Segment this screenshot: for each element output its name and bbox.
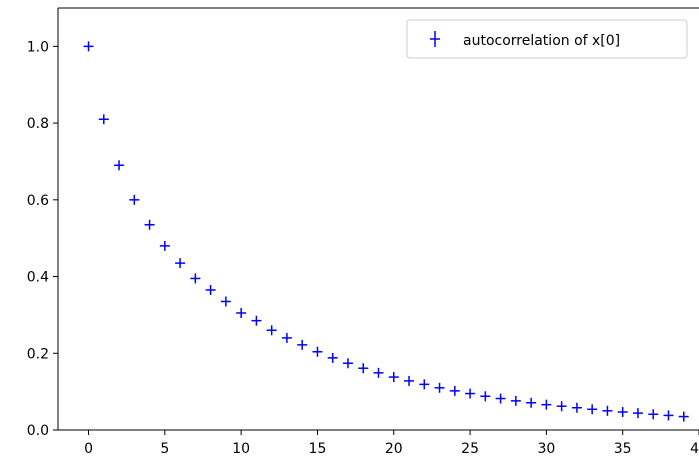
y-tick-label: 1.0 <box>27 39 49 55</box>
legend-marker <box>430 31 440 47</box>
data-point <box>297 339 308 350</box>
data-point <box>358 363 369 374</box>
y-tick-label: 0.4 <box>27 270 49 286</box>
x-tick-label: 15 <box>309 441 327 457</box>
data-point <box>602 405 613 416</box>
data-point <box>526 397 537 408</box>
data-point <box>373 367 384 378</box>
data-point <box>480 391 491 402</box>
x-tick-label: 5 <box>160 441 169 457</box>
x-tick-label: 25 <box>461 441 479 457</box>
data-point <box>571 402 582 413</box>
data-point <box>419 379 430 390</box>
data-point <box>434 382 445 393</box>
data-point <box>617 406 628 417</box>
data-point <box>465 388 476 399</box>
y-tick-label: 0.2 <box>27 346 49 362</box>
data-point <box>510 395 521 406</box>
data-point <box>159 240 170 251</box>
x-tick-label: 35 <box>614 441 632 457</box>
data-point <box>541 399 552 410</box>
y-tick-label: 0.8 <box>27 116 49 132</box>
data-point <box>190 273 201 284</box>
data-point <box>144 219 155 230</box>
data-point <box>388 372 399 383</box>
data-point <box>281 332 292 343</box>
data-point <box>98 114 109 125</box>
x-tick-label: 30 <box>537 441 555 457</box>
data-point <box>251 315 262 326</box>
data-point <box>220 296 231 307</box>
data-point <box>632 408 643 419</box>
data-point <box>205 284 216 295</box>
legend: autocorrelation of x[0] <box>406 19 688 59</box>
data-point <box>663 410 674 421</box>
data-point <box>236 307 247 318</box>
x-tick-label: 20 <box>385 441 403 457</box>
legend-label: autocorrelation of x[0] <box>463 33 620 49</box>
x-tick-label: 40 <box>690 441 699 457</box>
y-tick-label: 0.6 <box>27 193 49 209</box>
legend-box <box>406 19 688 59</box>
data-point <box>83 41 94 52</box>
data-point <box>556 401 567 412</box>
data-point <box>404 375 415 386</box>
data-point <box>495 393 506 404</box>
y-tick-label: 0.0 <box>27 423 49 439</box>
data-point <box>449 385 460 396</box>
data-point <box>312 346 323 357</box>
data-point <box>114 160 125 171</box>
axes-layer: 0 5 10 15 20 25 30 35 40 0.0 0.2 0.4 0.6 0.8 1.0 <box>27 7 699 457</box>
data-point <box>175 258 186 269</box>
series-layer <box>83 41 689 422</box>
data-point <box>266 325 277 336</box>
data-point <box>648 409 659 420</box>
data-point <box>678 411 689 422</box>
data-point <box>327 352 338 363</box>
x-tick-label: 0 <box>84 441 93 457</box>
data-point <box>587 404 598 415</box>
x-tick-label: 10 <box>232 441 250 457</box>
data-point <box>129 194 140 205</box>
data-point <box>342 358 353 369</box>
